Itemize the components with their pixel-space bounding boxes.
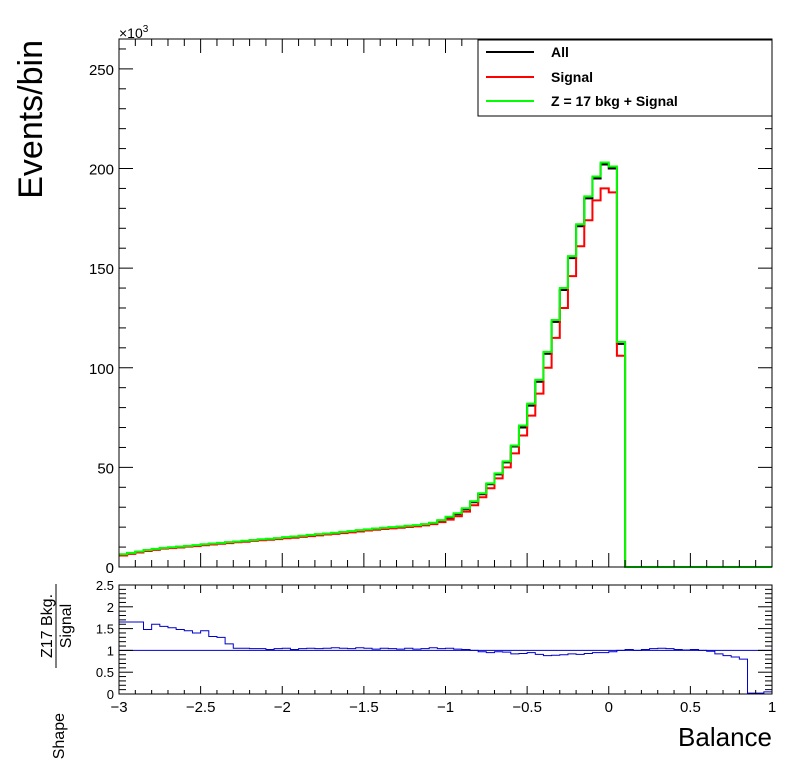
main-plot-area [119, 161, 772, 568]
y-tick-label: 2 [107, 600, 114, 615]
x-tick-label: −3 [110, 699, 127, 716]
main-x-ticks [118, 39, 773, 567]
legend-label-z17: Z = 17 bkg + Signal [551, 93, 678, 109]
x-tick-label: −2 [274, 699, 291, 716]
y-tick-label: 0.5 [96, 665, 114, 680]
x-tick-label: 0 [605, 699, 613, 716]
series-signal [119, 187, 772, 568]
x-tick-label: 1 [768, 699, 776, 716]
ratio-y-axis-label: Shape Z17 Bkg. Signal [39, 584, 75, 759]
ratio-label-prefix: Shape [51, 713, 68, 759]
x-axis-label: Balance [678, 722, 772, 752]
y-tick-label: 0 [106, 560, 114, 577]
ratio-label-denominator: Signal [58, 604, 75, 648]
y-tick-label: 150 [89, 261, 114, 278]
series-z-17-bkg-signal [119, 161, 772, 568]
ratio-y-ticks: 0 0.5 1 1.5 2 2.5 [96, 578, 772, 702]
y-tick-label: 2.5 [96, 578, 114, 593]
legend: All Signal Z = 17 bkg + Signal [477, 39, 773, 117]
main-y-ticks: 0 50 100 150 200 250 [89, 48, 772, 577]
main-y-axis-label: Events/bin [12, 40, 50, 199]
x-tick-label: −1 [437, 699, 454, 716]
ratio-x-ticks: −3 −2.5 −2 −1.5 −1 −0.5 0 0.5 1 [110, 585, 776, 716]
ratio-frame [118, 584, 773, 695]
x-tick-label: −0.5 [512, 699, 542, 716]
x-tick-label: −1.5 [349, 699, 379, 716]
x-tick-label: 0.5 [680, 699, 701, 716]
ratio-plot: −3 −2.5 −2 −1.5 −1 −0.5 0 0.5 1 0 0.5 1 1.5 2 2.5 Sha… [39, 578, 776, 759]
main-plot: 0 50 100 150 200 250 ×103 Events/bin All Sign… [12, 24, 773, 577]
y-tick-label: 250 [89, 62, 114, 79]
y-tick-label: 50 [97, 460, 114, 477]
legend-label-signal: Signal [551, 69, 593, 85]
ratio-plot-area [119, 621, 772, 694]
legend-label-all: All [551, 44, 569, 60]
ratio-series [119, 621, 772, 694]
y-tick-label: 0 [107, 687, 114, 702]
y-tick-label: 100 [89, 361, 114, 378]
y-tick-label: 200 [89, 162, 114, 179]
y-tick-label: 1.5 [96, 622, 114, 637]
main-frame [118, 38, 773, 568]
y-multiplier: ×103 [119, 24, 149, 41]
x-tick-label: −2.5 [186, 699, 216, 716]
ratio-label-numerator: Z17 Bkg. [39, 594, 56, 658]
y-tick-label: 1 [107, 643, 114, 658]
series-all [119, 163, 772, 568]
